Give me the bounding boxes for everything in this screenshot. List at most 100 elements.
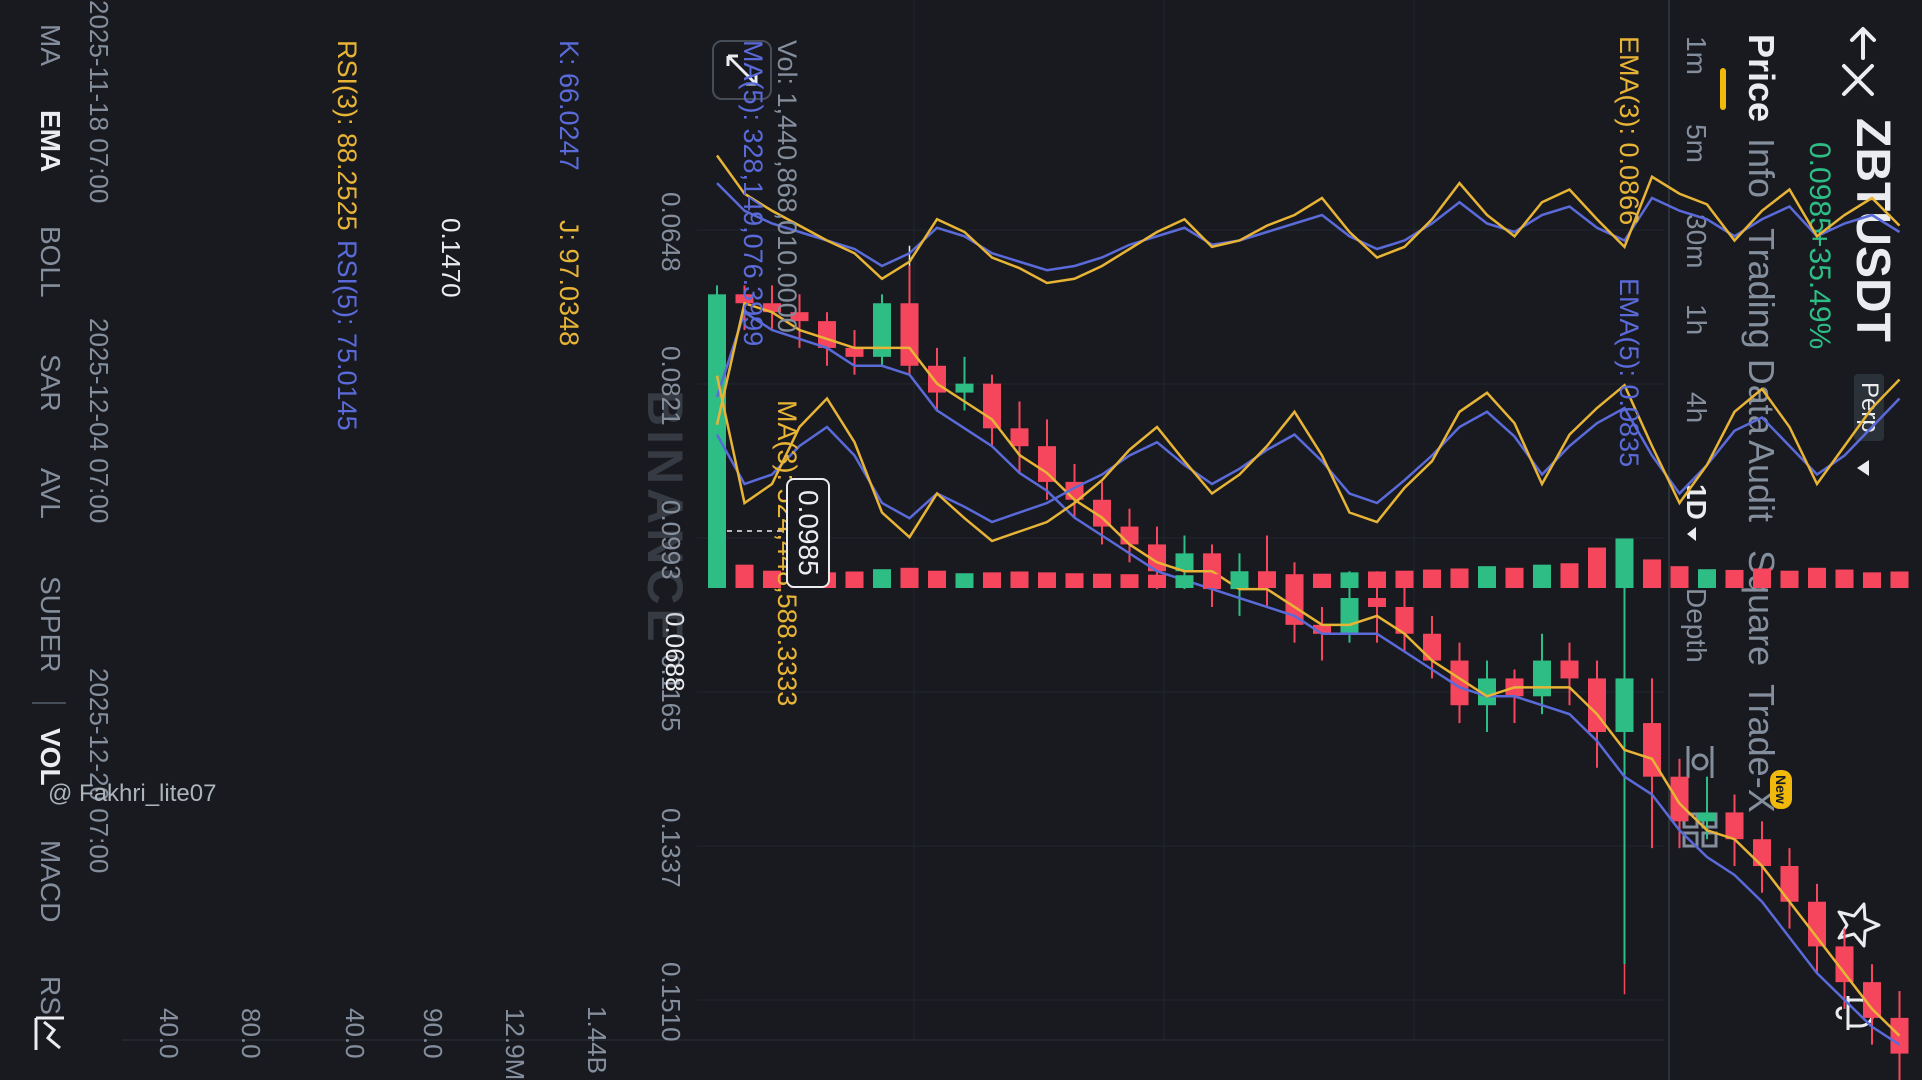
ema3-label: EMA(3): 0.0866: [1614, 36, 1644, 226]
indicator-tab-separator: [32, 702, 66, 704]
indicator-tab-avl[interactable]: AVL: [35, 468, 66, 519]
volume-bar: [1313, 573, 1331, 588]
date-axis-0: 2025-11-18 07:00: [84, 0, 114, 204]
candle-body: [790, 312, 809, 322]
volume-bar: [845, 571, 864, 589]
volume-axis-bottom: 12.9M: [500, 1008, 530, 1080]
indicator-tab-sar[interactable]: SAR: [35, 354, 66, 412]
date-axis-2: 2025-12-20 07:00: [84, 668, 114, 874]
candle-body: [818, 321, 836, 348]
volume-bar: [983, 572, 1001, 589]
candle-body: [1120, 526, 1139, 545]
candle-body: [735, 294, 754, 304]
indicator-tab-rsi[interactable]: RSI: [35, 976, 66, 1016]
volume-bar: [928, 570, 946, 589]
candle-body: [1423, 633, 1441, 661]
current-price-tag: 0.0985: [786, 478, 830, 588]
volume-bar: [1505, 567, 1524, 588]
kdj-j-label: J: 97.0348: [554, 220, 584, 347]
volume-bar: [900, 567, 919, 588]
candle-body: [1340, 598, 1359, 634]
volume-bar: [1725, 569, 1744, 589]
volume-bar: [1588, 547, 1606, 589]
volume-bar: [1450, 568, 1469, 588]
candle-body: [1808, 901, 1826, 947]
date-axis-1: 2025-12-04 07:00: [84, 318, 114, 524]
volume-bar: [1615, 538, 1634, 588]
interval-dropdown-icon[interactable]: [1684, 526, 1700, 542]
binance-watermark: BINANCE: [637, 390, 693, 646]
vol-ma5-label: MA(5): 328,149,076.3999: [738, 40, 768, 347]
back-icon[interactable]: [1838, 18, 1888, 68]
candle-body: [845, 347, 864, 357]
volume-bar: [1698, 569, 1716, 588]
candle-body: [1010, 428, 1029, 447]
volume-bar: [763, 570, 781, 589]
credit-watermark: @ Fakhri_lite07: [48, 780, 217, 807]
volume-bar: [1230, 575, 1249, 588]
symbol-dropdown-icon[interactable]: [1854, 458, 1874, 478]
ema5-line: [715, 310, 1901, 1046]
rsi5-label: RSI(5): 75.0145: [332, 240, 362, 431]
star-icon[interactable]: [1834, 900, 1884, 950]
candle-body: [1038, 446, 1056, 482]
candle-body: [1863, 982, 1881, 1018]
candle-body: [1175, 553, 1194, 572]
kdj-k-line: [715, 397, 1901, 524]
volume-bar: [1340, 572, 1359, 589]
price-axis-1: 0.1337: [656, 808, 686, 888]
candle-body: [1725, 812, 1744, 840]
volume-axis-top: 1.44B: [582, 1006, 612, 1074]
rsi-axis-top: 80.0: [236, 1008, 266, 1059]
volume-bar: [1175, 575, 1194, 588]
volume-bar: [1780, 570, 1799, 589]
kdj-j-line: [715, 375, 1901, 543]
close-icon[interactable]: [1838, 60, 1878, 100]
candle-body: [1643, 723, 1661, 777]
volume-bar: [955, 573, 974, 588]
indicator-tab-boll[interactable]: BOLL: [35, 226, 66, 298]
volume-bar: [1835, 569, 1854, 589]
candle-body: [1835, 946, 1854, 983]
volume-bar: [1010, 571, 1029, 589]
volume-bar: [1478, 566, 1496, 588]
ema3-line: [715, 301, 1901, 1037]
rsi-axis-bottom: 40.0: [154, 1008, 184, 1059]
volume-bar: [1808, 567, 1826, 588]
price-axis-0: 0.1510: [656, 962, 686, 1042]
candle-body: [1478, 678, 1496, 706]
candle-body: [1093, 499, 1111, 527]
volume-bar: [1890, 571, 1909, 589]
volume-bar: [735, 564, 754, 589]
indicator-tab-ma[interactable]: MA: [35, 24, 66, 66]
indicator-tab-ema[interactable]: EMA: [35, 110, 66, 173]
rsi3-label: RSI(3): 88.2525: [332, 40, 362, 231]
volume-bar: [708, 448, 726, 588]
candle-body: [983, 383, 1001, 429]
chart-settings-icon[interactable]: [1678, 740, 1722, 784]
expand-chart-icon[interactable]: [712, 40, 772, 100]
candle-body: [1780, 866, 1799, 902]
candle-body: [1450, 660, 1469, 706]
volume-bar: [1203, 574, 1221, 588]
indicator-tab-super[interactable]: SUPER: [35, 576, 66, 673]
candle-body: [1670, 776, 1689, 822]
indicator-tab-vol[interactable]: VOL: [35, 728, 66, 786]
price-axis-5: 0.0648: [656, 192, 686, 272]
indicator-tab-macd[interactable]: MACD: [35, 840, 66, 923]
candle-body: [955, 383, 974, 393]
volume-bar: [1258, 573, 1276, 588]
candle-body: [1533, 660, 1551, 697]
candle-body: [900, 303, 919, 366]
volume-bar: [1670, 566, 1689, 588]
volume-bar: [1423, 569, 1441, 589]
candle-body: [1560, 660, 1579, 679]
vol-label: Vol: 1,440,868,010.0000: [772, 40, 802, 333]
kdj-k-label: K: 66.0247: [554, 40, 584, 171]
indicator-settings-icon[interactable]: [30, 1014, 70, 1054]
kdj-axis-top: 90.0: [418, 1008, 448, 1059]
candle-body: [1753, 839, 1771, 867]
